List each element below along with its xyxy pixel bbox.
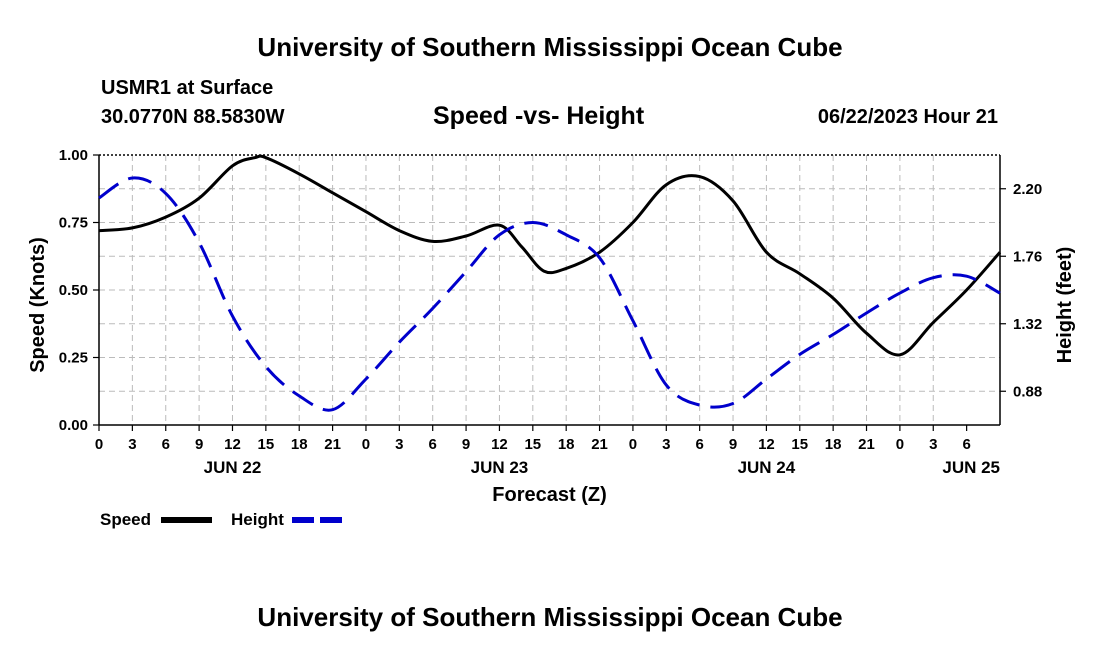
y-right-tick-label: 1.32 — [1013, 316, 1042, 333]
axes — [93, 154, 1006, 431]
x-tick-label: 6 — [429, 436, 437, 453]
footer-title: University of Southern Mississippi Ocean… — [257, 602, 843, 632]
x-tick-label: 9 — [729, 436, 737, 453]
timestamp-label: 06/22/2023 Hour 21 — [817, 106, 998, 128]
x-tick-label: 21 — [324, 436, 341, 453]
day-label: JUN 25 — [942, 458, 1000, 477]
day-label: JUN 22 — [204, 458, 262, 477]
day-label: JUN 23 — [471, 458, 529, 477]
x-tick-label: 12 — [224, 436, 241, 453]
x-tick-label: 0 — [362, 436, 370, 453]
y-axis-left-title: Speed (Knots) — [27, 237, 49, 373]
x-tick-label: 9 — [462, 436, 470, 453]
coordinates-label: 30.0770N 88.5830W — [101, 106, 285, 128]
legend-label-height: Height — [231, 510, 284, 529]
x-tick-label: 21 — [858, 436, 875, 453]
x-tick-label: 0 — [95, 436, 103, 453]
x-tick-label: 6 — [162, 436, 170, 453]
x-tick-label: 0 — [629, 436, 637, 453]
x-tick-label: 9 — [195, 436, 203, 453]
axis-labels: 0 3 6 9 12 15 18 21 0 3 6 9 12 15 18 21 0 3 6 9 12 15 18 21 0 3 6 J… — [27, 147, 1076, 506]
x-tick-label: 3 — [662, 436, 670, 453]
x-tick-label: 18 — [825, 436, 842, 453]
x-tick-label: 15 — [524, 436, 541, 453]
x-tick-label: 15 — [791, 436, 808, 453]
y-left-tick-label: 1.00 — [59, 147, 88, 164]
x-tick-label: 6 — [695, 436, 703, 453]
x-tick-label: 3 — [929, 436, 937, 453]
x-tick-label: 6 — [962, 436, 970, 453]
speed-series-line — [98, 154, 1002, 357]
y-right-tick-label: 0.88 — [1013, 383, 1042, 400]
x-tick-label: 3 — [128, 436, 136, 453]
y-axis-right-title: Height (feet) — [1054, 247, 1076, 364]
x-tick-label: 18 — [558, 436, 575, 453]
y-left-tick-label: 0.75 — [59, 215, 88, 232]
x-tick-label: 12 — [758, 436, 775, 453]
day-label: JUN 24 — [738, 458, 796, 477]
main-title: University of Southern Mississippi Ocean… — [257, 32, 843, 62]
y-left-tick-label: 0.25 — [59, 350, 88, 367]
chart-title: Speed -vs- Height — [433, 102, 645, 130]
x-tick-label: 15 — [258, 436, 275, 453]
legend: Speed Height — [100, 510, 343, 529]
x-tick-label: 12 — [491, 436, 508, 453]
y-right-tick-label: 1.76 — [1013, 248, 1042, 265]
x-tick-label: 0 — [896, 436, 904, 453]
y-left-tick-label: 0.00 — [59, 417, 88, 434]
x-tick-label: 18 — [291, 436, 308, 453]
y-right-tick-label: 2.20 — [1013, 181, 1042, 198]
height-series-line — [98, 176, 1001, 412]
station-label: USMR1 at Surface — [101, 77, 274, 99]
legend-label-speed: Speed — [100, 510, 151, 529]
x-tick-label: 21 — [591, 436, 608, 453]
series-lines — [98, 154, 1002, 412]
x-axis-title: Forecast (Z) — [492, 484, 606, 506]
grid-lines — [99, 155, 1000, 425]
x-tick-label: 3 — [395, 436, 403, 453]
y-left-tick-label: 0.50 — [59, 282, 88, 299]
